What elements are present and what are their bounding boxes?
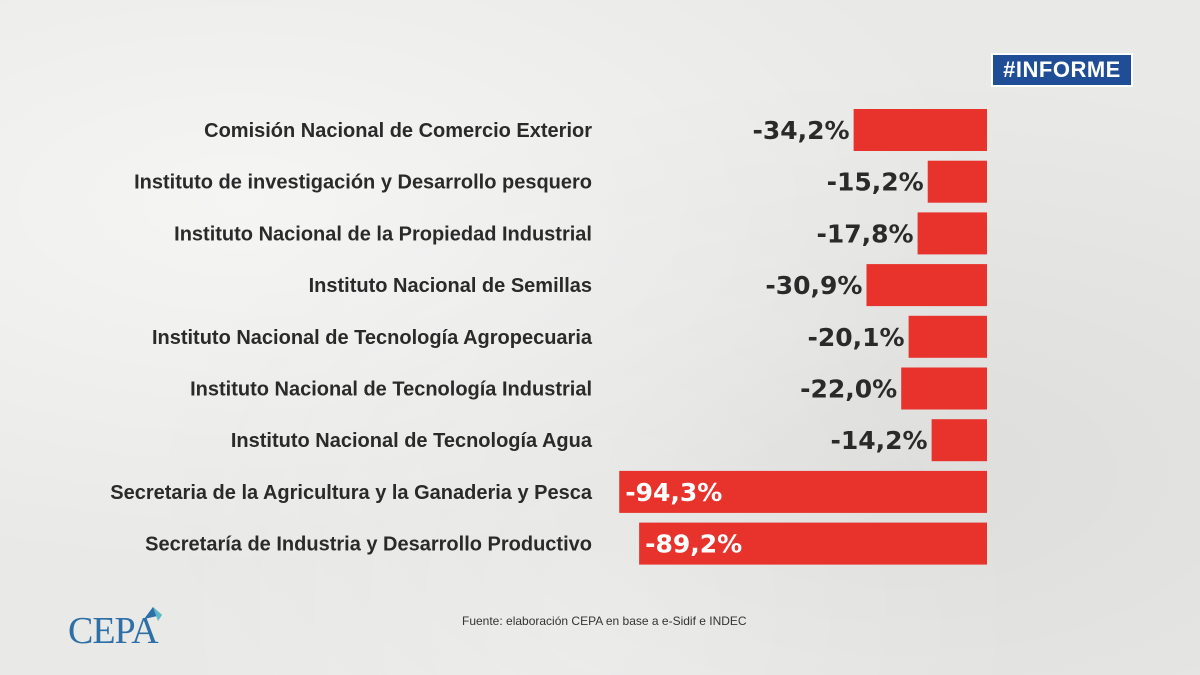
- informe-badge: #INFORME: [991, 53, 1133, 87]
- bar-2: [917, 212, 987, 255]
- category-label-5: Instituto Nacional de Tecnología Industr…: [190, 379, 592, 401]
- value-label-7: -94,3%: [625, 478, 722, 507]
- category-label-1: Instituto de investigación y Desarrollo …: [134, 172, 592, 194]
- bar-3: [866, 264, 987, 307]
- logo-text: CEPA: [68, 610, 159, 652]
- category-label-8: Secretaría de Industria y Desarrollo Pro…: [145, 534, 592, 556]
- value-label-0: -34,2%: [753, 116, 850, 145]
- bar-5: [901, 367, 987, 410]
- bar-6: [931, 419, 987, 462]
- category-label-7: Secretaria de la Agricultura y la Ganade…: [110, 482, 593, 504]
- value-label-1: -15,2%: [827, 168, 924, 197]
- category-label-0: Comisión Nacional de Comercio Exterior: [204, 120, 592, 142]
- value-label-8: -89,2%: [645, 530, 742, 559]
- category-label-2: Instituto Nacional de la Propiedad Indus…: [174, 223, 592, 245]
- bar-7: [619, 470, 987, 513]
- logo-mark-icon: [144, 607, 162, 621]
- bar-4: [908, 315, 987, 358]
- category-label-4: Instituto Nacional de Tecnología Agropec…: [152, 327, 593, 349]
- category-label-6: Instituto Nacional de Tecnología Agua: [231, 430, 593, 452]
- value-label-6: -14,2%: [831, 426, 928, 455]
- bar-1: [927, 160, 987, 203]
- value-label-4: -20,1%: [808, 323, 905, 352]
- cepa-logo: CEPA: [68, 605, 178, 655]
- value-label-3: -30,9%: [765, 271, 862, 300]
- bar-8: [639, 522, 987, 565]
- value-label-5: -22,0%: [800, 375, 897, 404]
- category-label-3: Instituto Nacional de Semillas: [309, 275, 592, 297]
- value-label-2: -17,8%: [816, 219, 913, 248]
- source-note: Fuente: elaboración CEPA en base a e-Sid…: [462, 614, 747, 628]
- bar-0: [853, 109, 987, 151]
